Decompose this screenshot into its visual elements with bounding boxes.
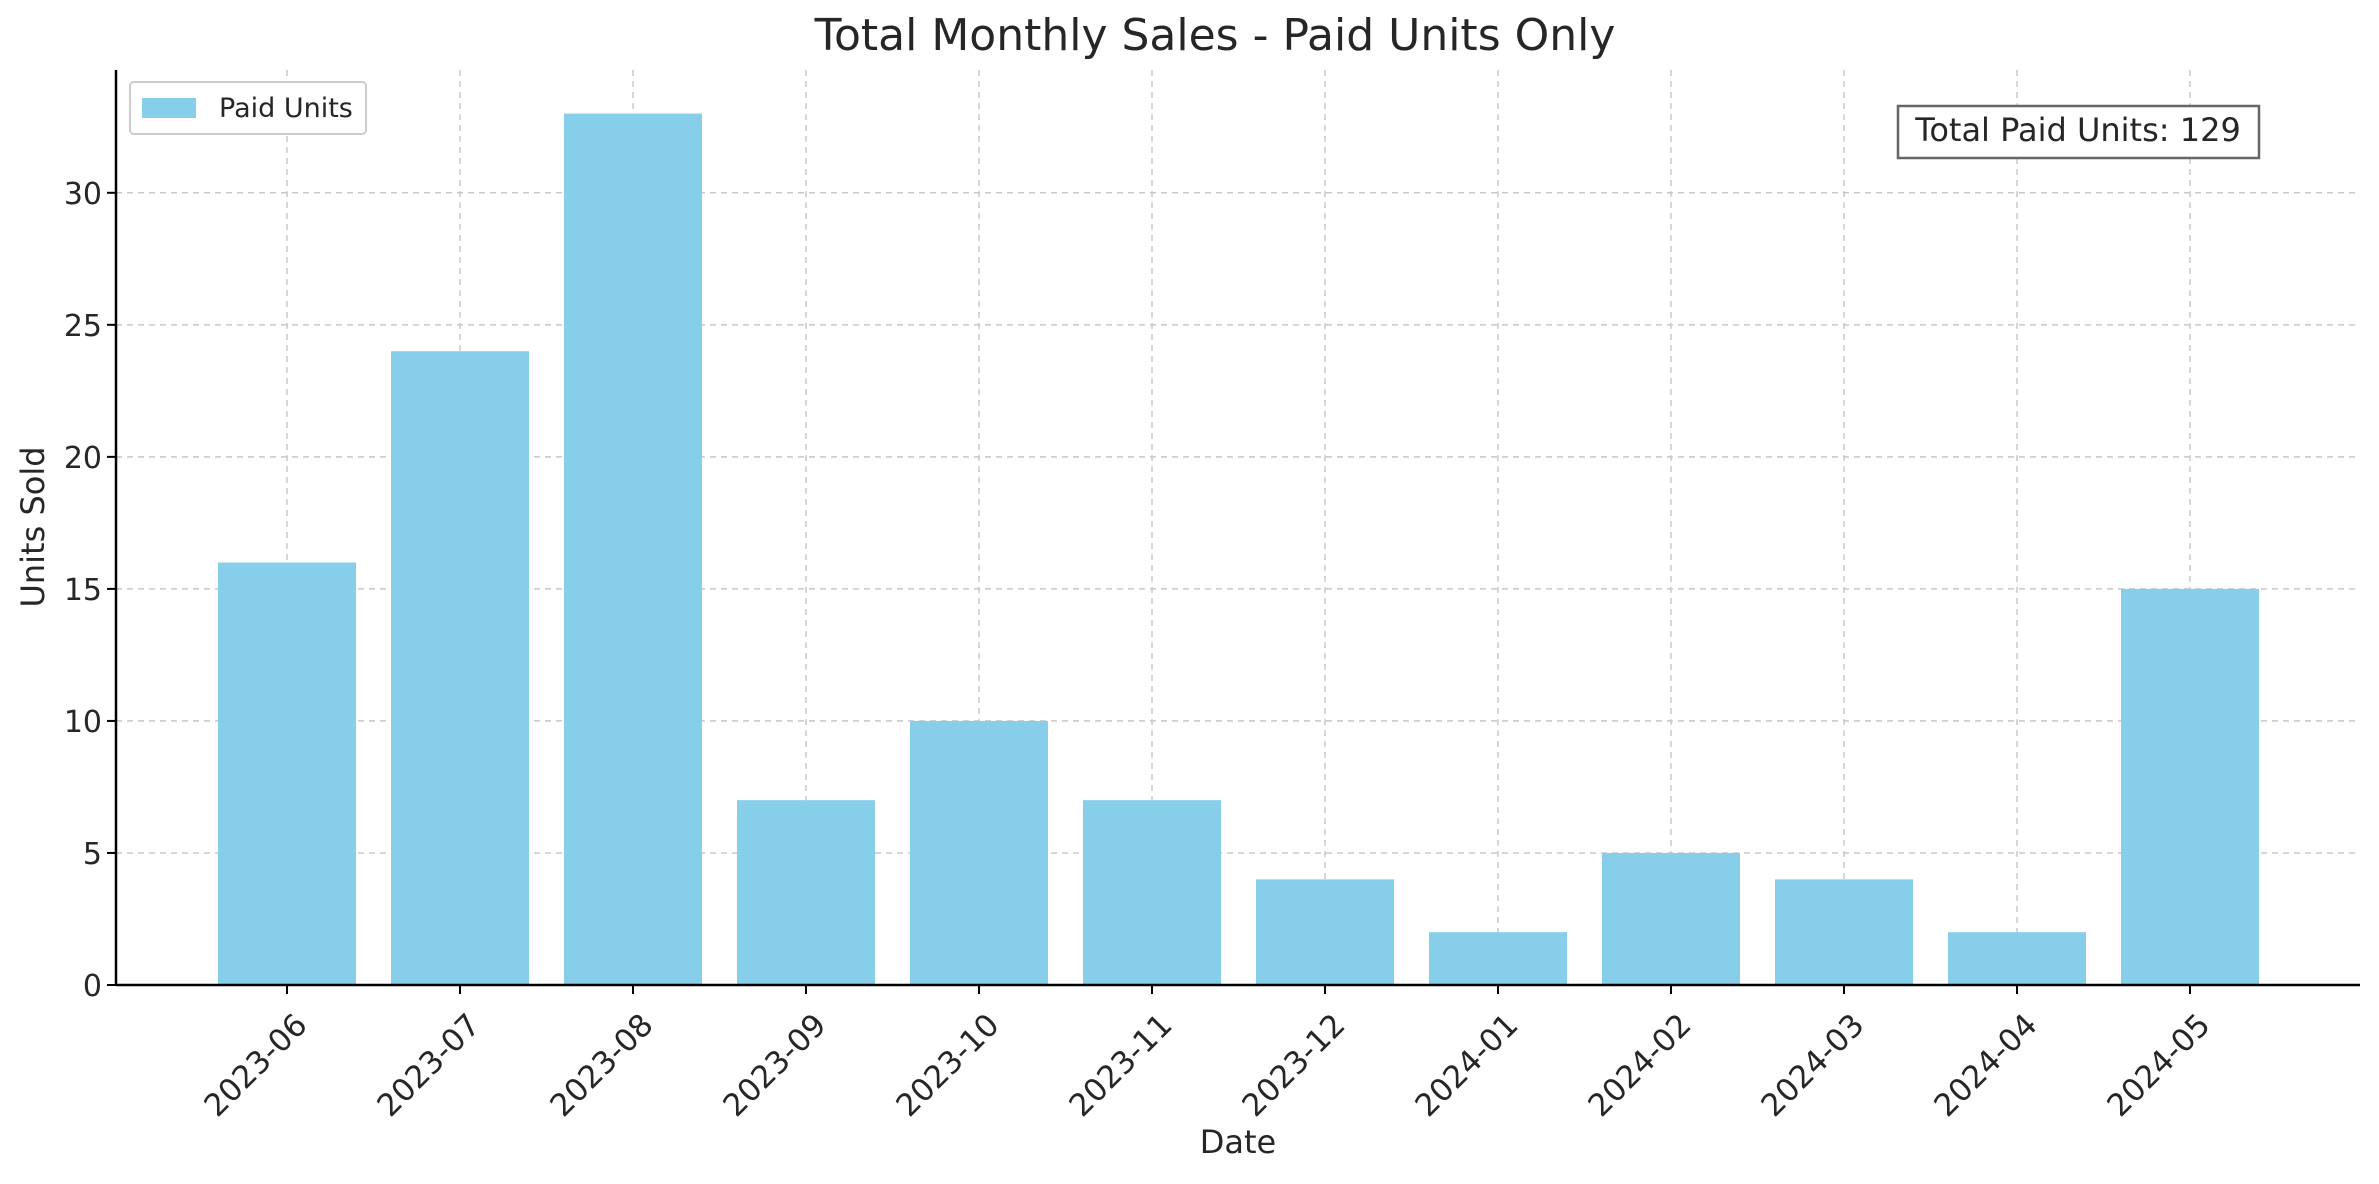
annotation-text: Total Paid Units: 129 [1914,111,2241,149]
x-tick-label: 2024-04 [1927,1007,2044,1124]
y-tick-label: 10 [64,705,102,740]
x-tick-label: 2023-09 [716,1007,833,1124]
x-tick-label: 2023-08 [543,1007,660,1124]
bar-2024-01 [1429,932,1567,985]
x-tick-label: 2024-03 [1754,1007,1871,1124]
annotation-box [1896,104,2261,160]
bar-2024-04 [1948,932,2086,985]
y-tick-label: 15 [64,573,102,608]
y-tick-label: 25 [64,309,102,344]
bar-2023-12 [1256,879,1394,985]
x-tick-label: 2024-05 [2100,1007,2217,1124]
bar-2024-02 [1602,852,1740,985]
y-axis-label: Units Sold [14,446,52,607]
x-tick-label: 2023-12 [1235,1007,1352,1124]
bar-2023-10 [910,720,1048,985]
x-tick-label: 2023-11 [1062,1007,1179,1124]
total-units-annotation: Total Paid Units: 129 [1896,104,2261,160]
bar-2024-05 [2121,588,2259,985]
y-tick-label: 20 [64,441,102,476]
bar-2024-03 [1775,879,1913,985]
bar-2023-09 [737,800,875,985]
x-axis-label: Date [1200,1123,1276,1161]
legend-box [129,81,367,135]
bar-2023-11 [1083,800,1221,985]
y-tick-label: 5 [83,837,102,872]
legend-label: Paid Units [219,93,353,124]
y-tick-label: 30 [64,177,102,212]
chart-title: Total Monthly Sales - Paid Units Only [814,10,1616,61]
x-tick-label: 2023-06 [197,1007,314,1124]
x-tick-label: 2024-01 [1408,1007,1525,1124]
bars [218,113,2259,986]
bar-2023-06 [218,562,356,985]
legend-swatch-paid-units [142,98,196,118]
bar-2023-08 [564,113,702,986]
x-tick-label: 2023-07 [370,1007,487,1124]
axes [114,70,2360,987]
x-tick-label: 2024-02 [1581,1007,1698,1124]
legend: Paid Units [129,81,367,135]
x-tick-label: 2023-10 [889,1007,1006,1124]
bar-2023-07 [391,351,529,985]
y-tick-label: 0 [83,969,102,1004]
